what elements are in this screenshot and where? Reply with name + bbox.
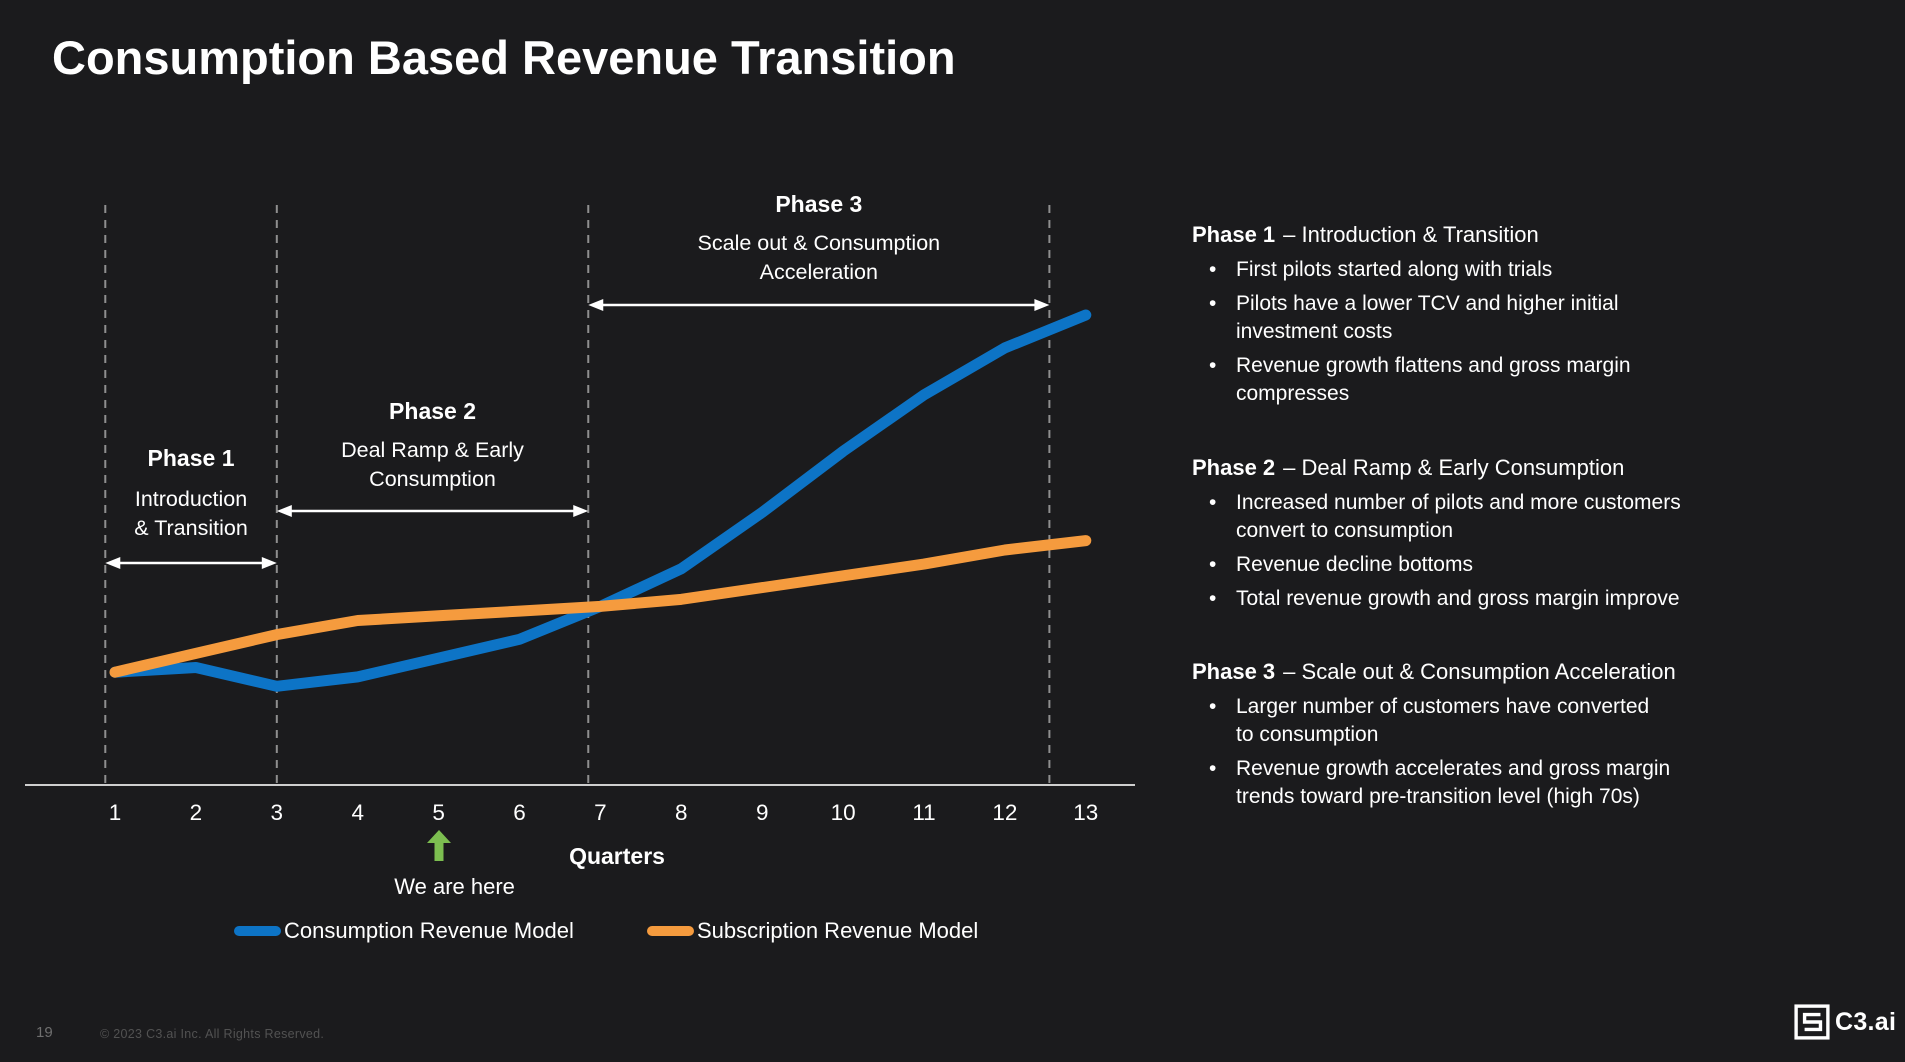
bullet-item: • Increased number of pilots and more cu… bbox=[1192, 489, 1782, 545]
arrow-head-right-icon bbox=[261, 557, 277, 569]
bullet-dot: • bbox=[1209, 354, 1217, 377]
arrow-head-left-icon bbox=[105, 557, 121, 569]
bullet-item: • Total revenue growth and gross margin … bbox=[1192, 585, 1782, 613]
phase-2-subtitle: Deal Ramp & Early Consumption bbox=[341, 438, 524, 491]
c3ai-logo-icon bbox=[1794, 1004, 1830, 1040]
bullet-item: • Pilots have a lower TCV and higher ini… bbox=[1192, 290, 1782, 346]
consumption-legend-swatch bbox=[234, 926, 281, 936]
arrow-head-left-icon bbox=[276, 505, 292, 517]
bullet-dot: • bbox=[1209, 553, 1217, 576]
phase-2-description-section: Phase 2– Deal Ramp & Early Consumption •… bbox=[1192, 453, 1782, 619]
copyright-text: © 2023 C3.ai Inc. All Rights Reserved. bbox=[100, 1027, 325, 1041]
phase-3-subtitle: Scale out & Consumption Acceleration bbox=[697, 231, 941, 284]
x-tick-label: 10 bbox=[831, 800, 856, 825]
subscription-legend-label: Subscription Revenue Model bbox=[697, 918, 979, 943]
bullet-dot: • bbox=[1209, 695, 1217, 718]
consumption-legend-label: Consumption Revenue Model bbox=[284, 918, 574, 943]
arrow-head-right-icon bbox=[573, 505, 589, 517]
bullet-dot: • bbox=[1209, 491, 1217, 514]
bullet-dot: • bbox=[1209, 757, 1217, 780]
slide-title: Consumption Based Revenue Transition bbox=[52, 31, 956, 84]
arrow-head-right-icon bbox=[1034, 299, 1050, 311]
phase-1-chart-label: Phase 1 Introduction & Transition bbox=[134, 443, 248, 543]
x-tick-label: 13 bbox=[1073, 800, 1098, 825]
legend-item-consumption: Consumption Revenue Model bbox=[234, 919, 574, 943]
x-tick-label: 5 bbox=[432, 800, 445, 825]
x-tick-label: 2 bbox=[190, 800, 203, 825]
x-tick-label: 6 bbox=[513, 800, 526, 825]
bullet-item: • Revenue growth accelerates and gross m… bbox=[1192, 755, 1782, 811]
legend-item-subscription: Subscription Revenue Model bbox=[647, 919, 978, 943]
bullet-dot: • bbox=[1209, 258, 1217, 281]
x-tick-label: 1 bbox=[109, 800, 122, 825]
phase-1-section-heading: Phase 1– Introduction & Transition bbox=[1192, 222, 1539, 247]
x-tick-label: 9 bbox=[756, 800, 769, 825]
phase-3-section-heading: Phase 3– Scale out & Consumption Acceler… bbox=[1192, 659, 1676, 684]
x-tick-label: 11 bbox=[912, 800, 935, 825]
subscription-legend-swatch bbox=[647, 926, 694, 936]
bullet-item: • Revenue decline bottoms bbox=[1192, 551, 1782, 579]
c3ai-logo: C3.ai bbox=[1794, 1004, 1896, 1040]
phase-2-chart-label: Phase 2 Deal Ramp & Early Consumption bbox=[341, 396, 524, 494]
we-are-here-arrow-icon bbox=[426, 830, 451, 861]
we-are-here-label: We are here bbox=[394, 874, 515, 899]
arrow-head-left-icon bbox=[588, 299, 604, 311]
c3ai-logo-text: C3.ai bbox=[1835, 1007, 1897, 1036]
phase-3-title: Phase 3 bbox=[775, 191, 863, 217]
x-tick-label: 4 bbox=[351, 800, 364, 825]
phase-3-description-section: Phase 3– Scale out & Consumption Acceler… bbox=[1192, 657, 1782, 817]
phase-3-chart-label: Phase 3 Scale out & Consumption Accelera… bbox=[698, 189, 941, 287]
bullet-dot: • bbox=[1209, 587, 1217, 610]
x-tick-label: 8 bbox=[675, 800, 688, 825]
x-tick-label: 7 bbox=[594, 800, 607, 825]
phase-2-section-heading: Phase 2– Deal Ramp & Early Consumption bbox=[1192, 455, 1625, 480]
phase-1-description-section: Phase 1– Introduction & Transition • Fir… bbox=[1192, 220, 1782, 414]
bullet-item: • Larger number of customers have conver… bbox=[1192, 693, 1782, 749]
phase-2-title: Phase 2 bbox=[389, 398, 477, 424]
phase-1-subtitle: Introduction & Transition bbox=[134, 487, 248, 540]
bullet-dot: • bbox=[1209, 292, 1217, 315]
x-tick-label: 3 bbox=[271, 800, 284, 825]
bullet-item: • First pilots started along with trials bbox=[1192, 256, 1782, 284]
bullet-item: • Revenue growth flattens and gross marg… bbox=[1192, 352, 1782, 408]
phase-1-title: Phase 1 bbox=[147, 445, 235, 471]
x-tick-label: 12 bbox=[992, 800, 1017, 825]
x-axis-title: Quarters bbox=[569, 843, 665, 869]
consumption-line bbox=[109, 309, 1092, 692]
page-number: 19 bbox=[36, 1024, 53, 1041]
subscription-line bbox=[109, 535, 1092, 678]
